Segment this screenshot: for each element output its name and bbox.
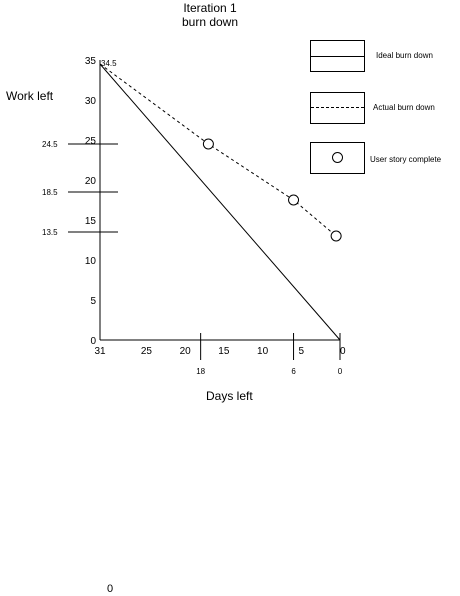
chart-title-line-2: burn down [181,15,239,29]
x-tick-label: 25 [141,346,153,357]
ideal-burn-down-line [99,63,341,341]
extra-y-tick-label: 18.5 [42,188,58,197]
annotation-label: 34.5 [101,59,117,68]
x-tick-label: 5 [299,346,305,357]
y-tick-label: 0 [90,336,96,347]
y-axis-label: Work left [6,89,54,103]
solid-line-icon [311,56,364,57]
legend-label-actual: Actual burn down [373,103,435,112]
x-axis-label: Days left [206,389,253,403]
y-tick-label: 15 [85,216,97,227]
chart-title: Iteration 1 burn down [0,1,420,29]
y-tick-label: 5 [90,296,96,307]
y-tick-label: 20 [85,176,97,187]
x-tick-label: 0 [340,346,346,357]
circle-marker-icon [332,152,343,163]
x-tick-label: 10 [257,346,269,357]
y-tick-label: 25 [85,136,97,147]
x-tick-label: 15 [218,346,230,357]
actual-burn-down-line [99,63,337,237]
story-complete-marker [288,194,300,206]
legend-swatch-ideal [310,40,365,72]
y-tick-label: 30 [85,96,97,107]
footer-text: 0 [107,583,114,595]
extra-x-tick-label: 6 [291,367,296,376]
extra-y-tick-label: 13.5 [42,228,58,237]
extra-x-tick-label: 0 [338,367,343,376]
story-complete-marker [330,230,342,242]
legend-swatch-actual [310,92,365,124]
extra-y-tick-label: 24.5 [42,140,58,149]
dashed-line-icon [311,107,364,108]
story-complete-marker [202,138,214,150]
x-tick-label: 31 [94,346,106,357]
legend-swatch-story [310,142,365,174]
y-tick-label: 10 [85,256,97,267]
chart-title-line-1: Iteration 1 [183,1,237,15]
y-tick-label: 35 [85,56,97,67]
legend-label-story: User story complete [370,155,442,164]
extra-x-tick-label: 18 [196,367,205,376]
legend-label-ideal: Ideal burn down [376,51,433,60]
x-tick-label: 20 [180,346,192,357]
